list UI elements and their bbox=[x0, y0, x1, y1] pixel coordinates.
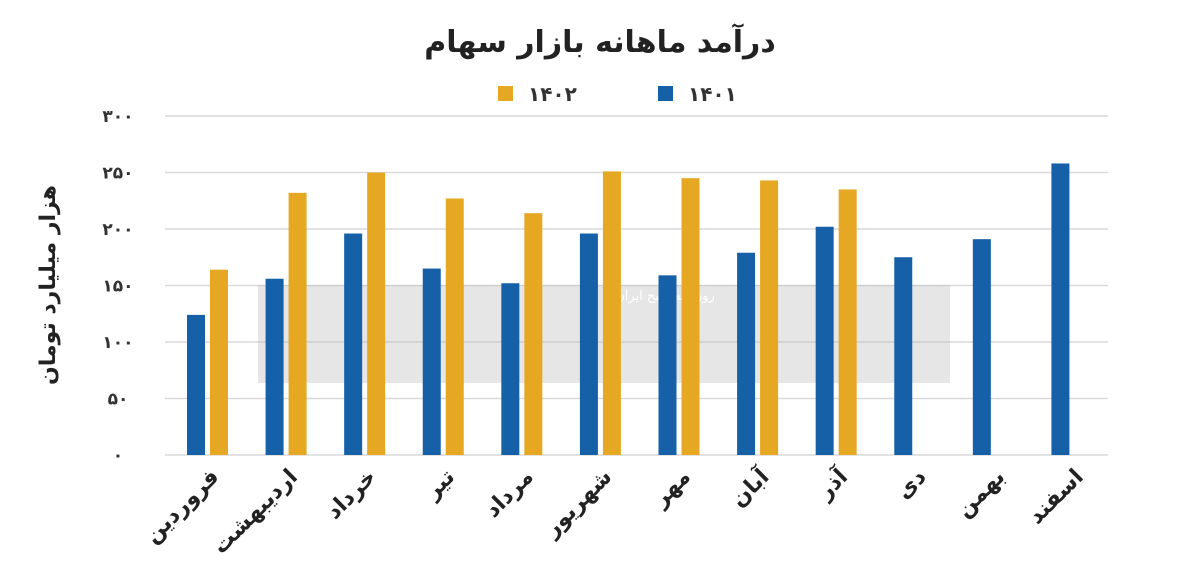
bars bbox=[187, 163, 1070, 456]
bar-۱۴۰۱-شهریور bbox=[579, 233, 598, 455]
chart-title: درآمد ماهانه بازار سهام bbox=[424, 23, 775, 60]
category-label: دی bbox=[892, 465, 932, 505]
y-tick-label: ۳۰۰ bbox=[102, 107, 133, 127]
bar-۱۴۰۱-دی bbox=[894, 257, 913, 455]
y-tick-label: ۲۰۰ bbox=[102, 220, 133, 240]
legend: ۱۴۰۱ ۱۴۰۲ bbox=[498, 82, 737, 106]
category-label: مرداد bbox=[480, 465, 538, 523]
legend-label: ۱۴۰۱ bbox=[688, 82, 737, 106]
legend-swatch bbox=[498, 86, 513, 101]
bar-۱۴۰۱-اسفند bbox=[1051, 163, 1070, 455]
y-tick-label: ۵۰ bbox=[108, 390, 129, 410]
category-label: آبان bbox=[724, 462, 774, 512]
category-label: تیر bbox=[420, 465, 460, 505]
bar-۱۴۰۱-فروردین bbox=[187, 314, 205, 455]
bar-۱۴۰۱-آبان bbox=[737, 252, 756, 455]
category-label: خرداد bbox=[322, 465, 382, 525]
bar-۱۴۰۲-مرداد bbox=[524, 213, 543, 455]
y-tick-label: ۰ bbox=[113, 446, 123, 466]
category-label: اردیبهشت bbox=[208, 465, 303, 560]
bar-۱۴۰۲-شهریور bbox=[602, 171, 621, 455]
bar-۱۴۰۱-مهر bbox=[658, 275, 677, 455]
bar-۱۴۰۱-بهمن bbox=[972, 239, 991, 455]
y-axis-label: هزار میلیارد تومان bbox=[36, 185, 61, 385]
legend-swatch bbox=[658, 86, 673, 101]
bar-۱۴۰۲-خرداد bbox=[367, 172, 386, 455]
category-label: مهر bbox=[648, 465, 696, 513]
bar-۱۴۰۲-مهر bbox=[681, 178, 700, 455]
category-label: شهریور bbox=[539, 465, 617, 543]
bar-۱۴۰۱-آذر bbox=[815, 226, 834, 455]
y-tick-label: ۱۰۰ bbox=[102, 333, 133, 353]
bar-۱۴۰۱-مرداد bbox=[501, 283, 520, 455]
category-label: فروردین bbox=[140, 465, 224, 549]
y-tick-label: ۱۵۰ bbox=[102, 277, 133, 297]
category-label: اسفند bbox=[1024, 465, 1089, 530]
legend-label: ۱۴۰۲ bbox=[528, 82, 577, 106]
bar-۱۴۰۱-اردیبهشت bbox=[265, 278, 284, 455]
bar-۱۴۰۲-تیر bbox=[445, 198, 464, 456]
category-label: بهمن bbox=[952, 465, 1010, 523]
category-label: آذر bbox=[810, 462, 853, 505]
bar-۱۴۰۲-اردیبهشت bbox=[288, 192, 307, 455]
y-tick-labels: ۰ ۵۰ ۱۰۰ ۱۵۰ ۲۰۰ ۲۵۰ ۳۰۰ bbox=[102, 107, 133, 466]
bar-۱۴۰۲-آبان bbox=[760, 180, 779, 455]
gridlines bbox=[165, 115, 1108, 456]
y-tick-label: ۲۵۰ bbox=[102, 164, 133, 184]
bar-۱۴۰۲-آذر bbox=[838, 189, 857, 455]
bar-۱۴۰۱-تیر bbox=[422, 268, 441, 455]
bar-۱۴۰۲-فروردین bbox=[210, 269, 228, 455]
bar-۱۴۰۱-خرداد bbox=[344, 233, 363, 455]
